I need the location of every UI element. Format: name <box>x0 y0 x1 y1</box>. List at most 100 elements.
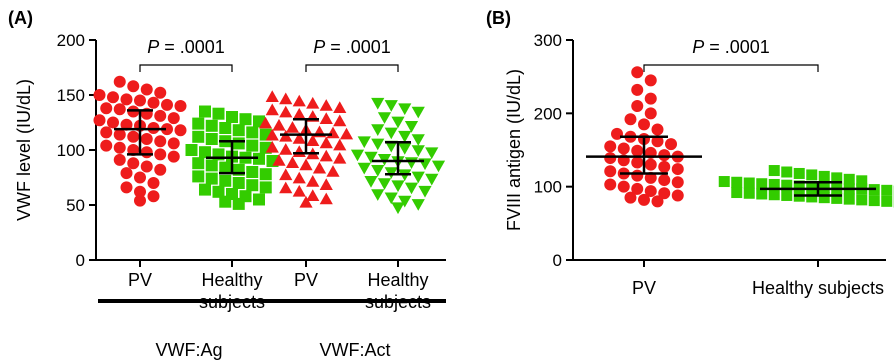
data-point <box>265 103 279 116</box>
data-point <box>319 149 333 162</box>
p-symbol: P <box>313 37 325 57</box>
data-point <box>113 153 126 166</box>
data-point <box>100 139 113 152</box>
data-point <box>167 150 180 163</box>
data-point <box>120 181 133 194</box>
data-point <box>831 192 843 204</box>
data-point <box>658 149 671 162</box>
data-point <box>856 175 868 187</box>
y-tick-label: 200 <box>57 31 85 50</box>
data-point <box>743 177 755 189</box>
data-point <box>658 187 671 200</box>
data-point <box>425 173 439 186</box>
data-point <box>279 105 293 118</box>
data-point <box>418 185 432 198</box>
p-symbol: P <box>147 37 159 57</box>
data-point <box>624 191 637 204</box>
data-point <box>411 134 425 146</box>
significance-bracket <box>643 64 819 72</box>
data-point <box>411 106 425 119</box>
data-point <box>253 152 265 165</box>
data-point <box>671 163 684 176</box>
data-point <box>333 101 347 113</box>
significance-bracket <box>139 64 233 72</box>
data-point <box>192 117 205 130</box>
data-point <box>239 113 252 126</box>
data-point <box>127 157 140 170</box>
data-point <box>100 102 113 115</box>
data-point <box>868 195 880 207</box>
data-point <box>377 112 392 124</box>
data-point <box>113 141 126 154</box>
data-point <box>319 178 333 190</box>
data-point <box>756 178 768 190</box>
data-point <box>185 144 198 156</box>
data-point <box>384 127 398 140</box>
data-point <box>818 192 830 204</box>
data-point <box>259 181 272 194</box>
data-point <box>604 140 617 153</box>
data-point <box>333 114 347 127</box>
data-point <box>285 121 300 133</box>
data-point <box>793 180 805 192</box>
data-point <box>140 83 153 96</box>
data-point <box>299 158 313 171</box>
data-point <box>199 146 211 159</box>
data-point <box>120 93 133 106</box>
data-point <box>638 193 650 206</box>
data-point <box>631 100 644 112</box>
data-point <box>425 147 439 160</box>
data-point <box>843 193 855 205</box>
data-point <box>232 177 245 189</box>
data-point <box>107 91 119 104</box>
data-point <box>292 171 306 184</box>
data-point <box>232 124 245 137</box>
data-point <box>292 132 306 144</box>
group-label: VWF:Ag <box>155 340 222 360</box>
data-point <box>631 169 644 182</box>
p-value-annotation: P = .0001 <box>692 37 770 57</box>
data-point <box>391 116 405 129</box>
data-point <box>113 103 126 116</box>
data-point <box>411 199 425 211</box>
data-point <box>671 189 684 202</box>
data-point <box>644 158 657 171</box>
data-point <box>644 185 657 198</box>
data-point <box>638 118 650 131</box>
data-point <box>604 165 617 178</box>
data-point <box>818 181 830 193</box>
data-point <box>113 75 126 88</box>
data-point <box>631 182 644 195</box>
data-point <box>205 133 218 145</box>
data-point <box>391 180 405 193</box>
data-point <box>411 145 425 157</box>
y-tick-label: 300 <box>534 31 562 50</box>
data-point <box>134 194 146 207</box>
data-point <box>631 156 644 169</box>
data-point <box>192 130 205 143</box>
data-point <box>364 151 378 164</box>
data-point <box>199 183 211 196</box>
data-point <box>259 168 272 181</box>
data-point <box>140 133 153 145</box>
data-point <box>881 195 893 207</box>
data-point <box>384 140 398 153</box>
p-symbol: P <box>692 37 704 57</box>
data-point <box>756 188 768 200</box>
data-point <box>856 194 868 206</box>
x-tick-label-line: PV <box>294 270 318 290</box>
data-point <box>306 189 320 201</box>
data-point <box>644 92 657 105</box>
data-point <box>793 167 805 179</box>
data-point <box>265 140 279 153</box>
data-point <box>768 165 780 177</box>
p-value: = .0001 <box>325 37 391 57</box>
data-point <box>398 195 412 208</box>
data-point <box>219 161 232 174</box>
data-point <box>631 66 644 79</box>
data-point <box>319 99 333 111</box>
data-point <box>232 197 245 210</box>
data-point <box>232 137 245 150</box>
data-point <box>279 92 293 105</box>
